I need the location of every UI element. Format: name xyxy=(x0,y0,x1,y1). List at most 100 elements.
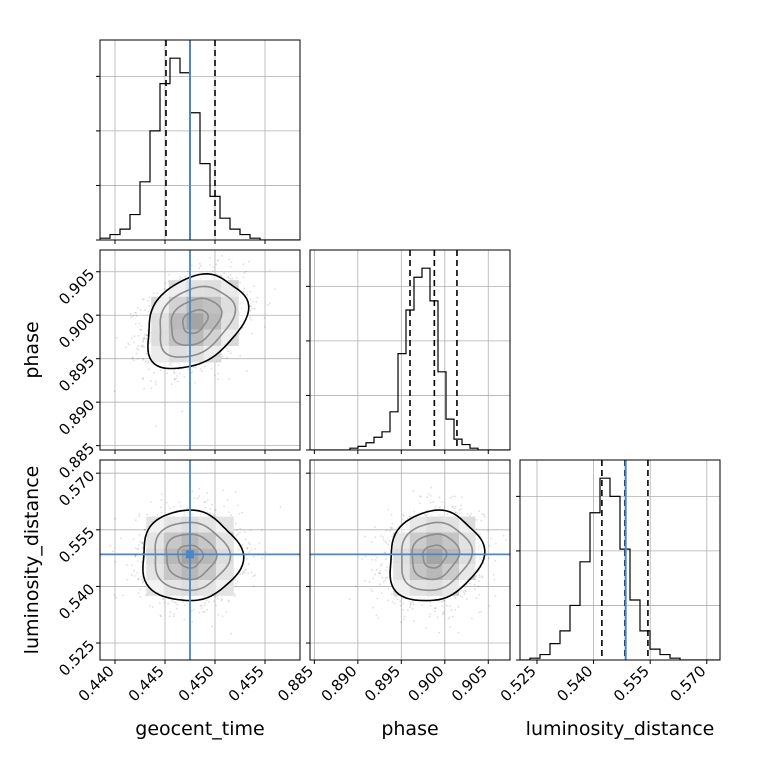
scatter-point xyxy=(385,558,387,561)
scatter-point xyxy=(153,371,156,374)
scatter-point xyxy=(191,264,193,267)
histogram-luminosity_distance xyxy=(520,477,720,660)
scatter-point xyxy=(233,593,236,596)
scatter-point xyxy=(183,618,186,621)
scatter-point xyxy=(421,604,424,606)
scatter-point xyxy=(249,290,252,293)
scatter-point xyxy=(198,495,201,497)
scatter-point xyxy=(162,597,164,600)
scatter-point xyxy=(175,377,178,380)
scatter-point xyxy=(252,575,255,577)
scatter-point xyxy=(140,325,143,327)
scatter-point xyxy=(163,288,166,290)
scatter-point xyxy=(247,562,250,565)
scatter-point xyxy=(175,601,177,604)
scatter-point xyxy=(140,328,143,331)
scatter-point xyxy=(142,359,144,361)
scatter-point xyxy=(382,538,385,541)
scatter-point xyxy=(250,529,252,531)
scatter-point xyxy=(242,571,245,573)
scatter-point xyxy=(253,555,255,558)
scatter-point xyxy=(141,344,144,347)
scatter-point xyxy=(451,506,454,509)
scatter-point xyxy=(112,550,114,553)
scatter-point xyxy=(139,328,142,331)
scatter-point xyxy=(239,281,241,284)
scatter-point xyxy=(144,333,146,336)
scatter-point xyxy=(495,542,497,545)
scatter-point xyxy=(221,615,224,617)
scatter-point xyxy=(132,356,134,359)
scatter-point xyxy=(166,372,169,375)
scatter-point xyxy=(478,580,480,582)
density-group xyxy=(113,250,276,450)
scatter-point xyxy=(159,369,162,372)
scatter-point xyxy=(134,547,137,550)
scatter-point xyxy=(142,357,145,360)
scatter-point xyxy=(494,595,497,597)
scatter-point xyxy=(407,609,409,612)
scatter-point xyxy=(395,596,398,598)
scatter-point xyxy=(138,544,140,546)
scatter-point xyxy=(217,378,219,381)
scatter-point xyxy=(228,600,230,603)
contour-fill xyxy=(390,510,485,601)
scatter-point xyxy=(156,292,159,294)
scatter-point xyxy=(372,577,375,580)
scatter-point xyxy=(249,305,252,308)
scatter-point xyxy=(267,304,269,306)
scatter-point xyxy=(380,565,382,567)
hist-panel-luminosity_distance: 0.525 0.540 0.555 0.570 xyxy=(497,459,721,705)
scatter-point xyxy=(386,566,389,569)
scatter-point xyxy=(159,614,162,617)
scatter-point xyxy=(229,277,232,280)
scatter-point xyxy=(382,581,385,583)
scatter-point xyxy=(494,560,497,562)
y-axis-label-luminosity_distance: luminosity_distance xyxy=(21,466,43,655)
scatter-point xyxy=(171,600,174,602)
scatter-point xyxy=(384,540,387,543)
scatter-point xyxy=(205,599,208,602)
scatter-point xyxy=(377,571,380,574)
scatter-point xyxy=(222,489,225,492)
scatter-point xyxy=(441,501,444,503)
scatter-point xyxy=(230,632,233,635)
x-tick-label: 0.885 xyxy=(274,662,317,705)
scatter-point xyxy=(401,518,404,521)
scatter-point xyxy=(115,597,117,599)
scatter-point xyxy=(225,347,228,350)
scatter-point xyxy=(150,387,153,390)
scatter-point xyxy=(213,374,216,377)
scatter-point xyxy=(442,610,445,613)
scatter-point xyxy=(391,527,394,530)
scatter-point xyxy=(258,542,261,544)
scatter-point xyxy=(146,334,149,337)
scatter-point xyxy=(135,311,138,314)
scatter-point xyxy=(459,508,462,510)
scatter-point xyxy=(203,501,206,503)
scatter-point xyxy=(148,296,151,299)
scatter-point xyxy=(131,357,134,360)
scatter-point xyxy=(479,533,481,535)
scatter-point xyxy=(134,323,137,325)
y-tick-label: 0.905 xyxy=(55,265,98,308)
scatter-point xyxy=(143,528,146,531)
scatter-point xyxy=(199,368,202,370)
panel-border xyxy=(519,459,721,661)
y-tick-label: 0.900 xyxy=(55,309,98,352)
scatter-point xyxy=(483,515,486,518)
scatter-point xyxy=(370,588,373,590)
scatter-point xyxy=(490,537,492,540)
scatter-point xyxy=(230,261,233,263)
scatter-point xyxy=(409,606,412,609)
scatter-point xyxy=(199,264,202,267)
density-group xyxy=(310,486,510,634)
scatter-point xyxy=(406,517,409,520)
x-tick-label: 0.890 xyxy=(318,662,361,705)
scatter-point xyxy=(158,602,161,604)
scatter-point xyxy=(466,597,468,600)
scatter-point xyxy=(156,513,159,516)
scatter-point xyxy=(142,298,145,301)
scatter-point xyxy=(137,547,140,550)
truth-marker xyxy=(186,550,194,559)
